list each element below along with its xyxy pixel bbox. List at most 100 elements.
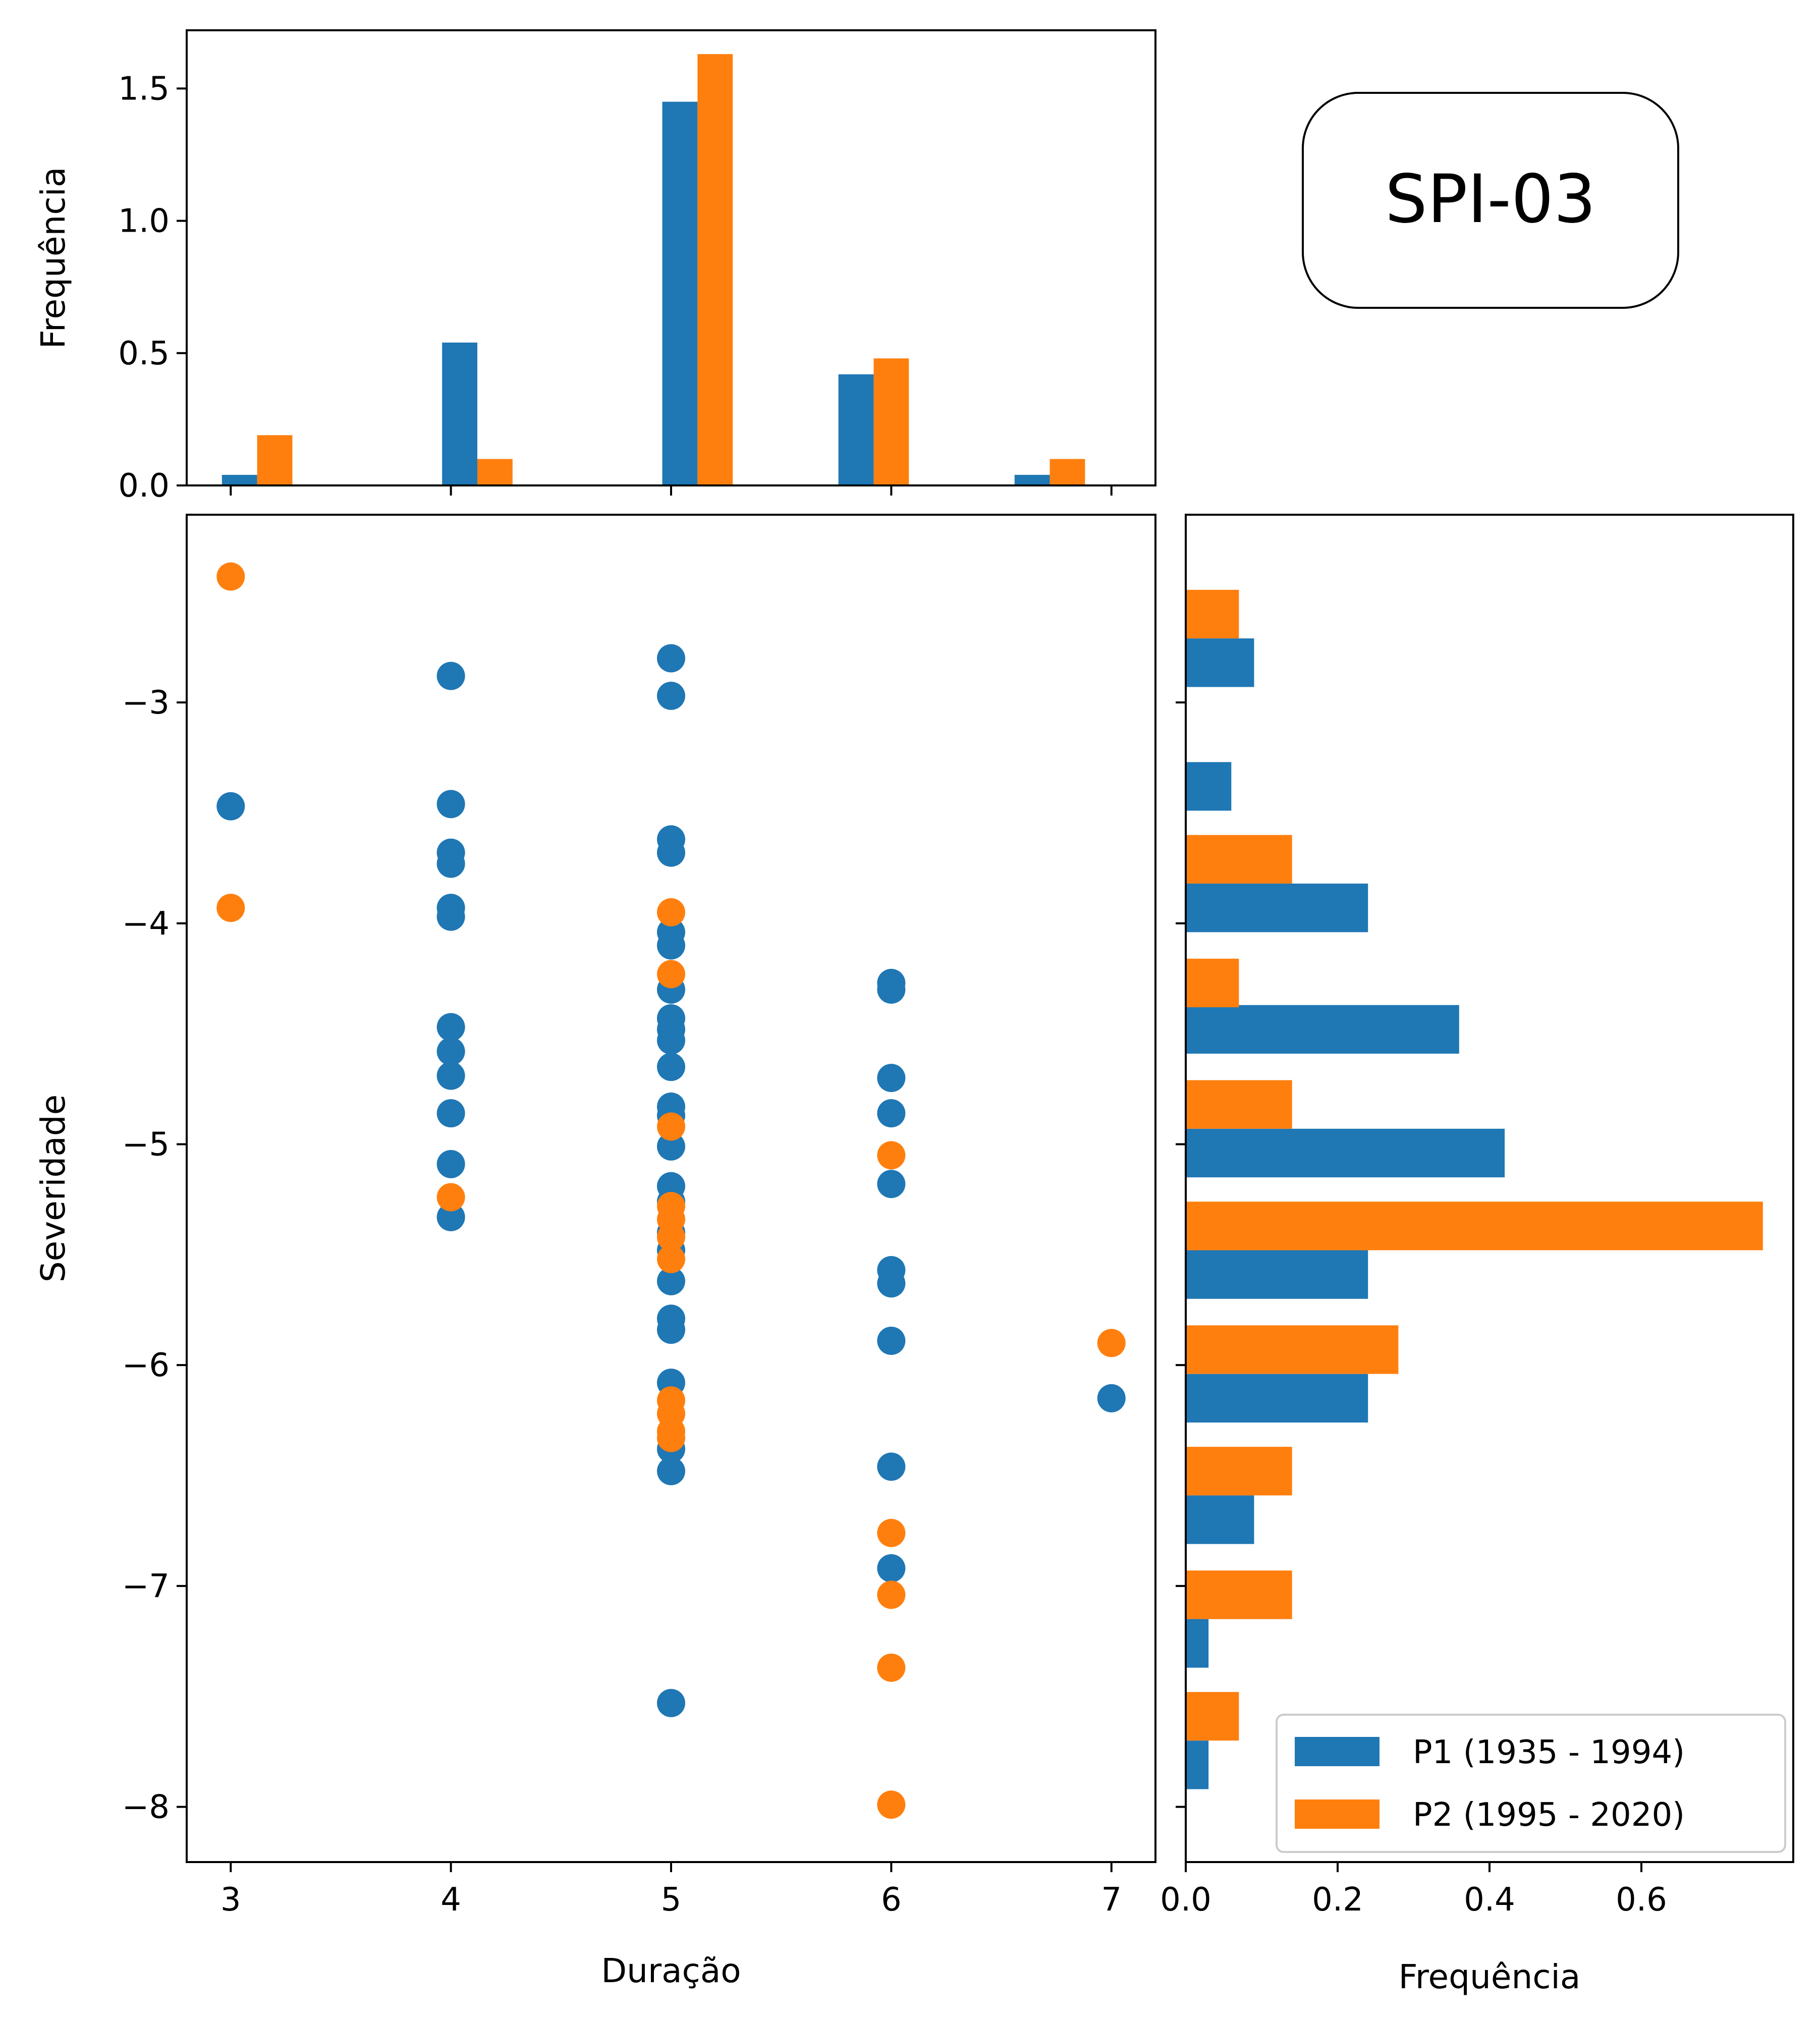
scatter-point-p2 xyxy=(1097,1329,1126,1357)
scatter-y-tick-label: −4 xyxy=(122,905,170,943)
right-x-tick-label: 0.0 xyxy=(1160,1881,1211,1919)
right-bar-p1 xyxy=(1186,1619,1209,1668)
top-histogram-bars xyxy=(222,54,1085,485)
scatter-point-p1 xyxy=(657,1267,685,1295)
scatter-point-p2 xyxy=(657,1245,685,1274)
right-bar-p1 xyxy=(1186,1005,1459,1054)
scatter-x-label: Duração xyxy=(601,1951,741,1990)
scatter-point-p1 xyxy=(436,1013,465,1042)
scatter-point-p1 xyxy=(657,1053,685,1081)
right-x-tick-label: 0.2 xyxy=(1312,1881,1363,1919)
spi-badge: SPI-03 xyxy=(1302,92,1679,309)
legend: P1 (1935 - 1994) P2 (1995 - 2020) xyxy=(1276,1714,1786,1853)
right-bar-p2 xyxy=(1186,1202,1763,1250)
right-histogram-panel: 0.0 0.2 0.4 0.6 Frequência P1 (1935 - 1994)… xyxy=(1160,514,1794,1996)
scatter-x-tick-label: 6 xyxy=(881,1881,902,1919)
scatter-point-p1 xyxy=(436,662,465,690)
right-bar-p1 xyxy=(1186,638,1254,687)
scatter-point-p2 xyxy=(877,1790,906,1819)
right-histogram-x-label: Frequência xyxy=(1399,1957,1581,1996)
scatter-point-p1 xyxy=(657,1688,685,1717)
legend-label-p2: P2 (1995 - 2020) xyxy=(1413,1796,1685,1834)
scatter-point-p2 xyxy=(216,562,245,591)
right-x-tick-label: 0.6 xyxy=(1616,1881,1667,1919)
top-bar-p2 xyxy=(257,435,293,485)
scatter-point-p1 xyxy=(657,1316,685,1344)
scatter-point-p1 xyxy=(877,975,906,1004)
scatter-point-p1 xyxy=(436,1099,465,1128)
scatter-point-p1 xyxy=(436,1150,465,1178)
right-histogram-frame xyxy=(1185,514,1794,1863)
scatter-point-p2 xyxy=(877,1518,906,1547)
scatter-point-p2 xyxy=(657,898,685,926)
scatter-point-p2 xyxy=(436,1183,465,1212)
right-bar-p2 xyxy=(1186,1570,1292,1619)
scatter-points xyxy=(216,562,1126,1819)
scatter-y-tick-label: −5 xyxy=(122,1126,170,1163)
scatter-panel: −3 −4 −5 −6 −7 −8 3 4 5 6 7 Duração Severidade xyxy=(34,514,1156,1990)
top-bar-p2 xyxy=(697,54,733,485)
scatter-point-p2 xyxy=(657,1112,685,1141)
top-y-tick-label: 0.0 xyxy=(118,467,170,505)
scatter-frame xyxy=(186,514,1156,1863)
scatter-point-p2 xyxy=(657,960,685,989)
scatter-y-tick-label: −6 xyxy=(122,1347,170,1384)
right-bar-p1 xyxy=(1186,762,1232,811)
scatter-point-p1 xyxy=(877,1099,906,1128)
top-bar-p1 xyxy=(1014,475,1050,485)
top-bar-p1 xyxy=(838,374,874,485)
right-bar-p1 xyxy=(1186,1128,1505,1178)
scatter-point-p1 xyxy=(436,1037,465,1066)
top-y-tick-label: 1.5 xyxy=(118,70,170,107)
scatter-point-p2 xyxy=(216,894,245,922)
top-bar-p2 xyxy=(477,459,513,485)
scatter-point-p2 xyxy=(877,1141,906,1170)
right-histogram-x-ticks: 0.0 0.2 0.4 0.6 xyxy=(1160,1862,1667,1919)
right-bar-p2 xyxy=(1186,1325,1399,1374)
right-bar-p2 xyxy=(1186,958,1239,1008)
scatter-point-p1 xyxy=(657,1132,685,1161)
scatter-point-p1 xyxy=(657,681,685,710)
right-bar-p1 xyxy=(1186,1374,1368,1423)
right-bar-p1 xyxy=(1186,1740,1209,1789)
scatter-x-tick-label: 7 xyxy=(1101,1881,1122,1919)
top-bar-p1 xyxy=(442,342,477,485)
scatter-point-p1 xyxy=(877,1064,906,1093)
scatter-point-p2 xyxy=(657,1223,685,1251)
scatter-x-tick-label: 3 xyxy=(220,1881,241,1919)
scatter-point-p1 xyxy=(877,1170,906,1198)
scatter-point-p1 xyxy=(436,790,465,818)
scatter-point-p1 xyxy=(436,1061,465,1090)
legend-label-p1: P1 (1935 - 1994) xyxy=(1413,1734,1685,1771)
right-bar-p1 xyxy=(1186,1495,1254,1544)
scatter-y-tick-label: −3 xyxy=(122,684,170,722)
scatter-y-tick-label: −7 xyxy=(122,1568,170,1605)
scatter-point-p1 xyxy=(657,838,685,867)
badge-box xyxy=(1302,92,1679,309)
legend-box xyxy=(1276,1714,1786,1853)
right-histogram-y-ticks xyxy=(1176,701,1186,1808)
right-bar-p2 xyxy=(1186,589,1239,639)
scatter-point-p1 xyxy=(1097,1384,1126,1412)
scatter-y-ticks: −3 −4 −5 −6 −7 −8 xyxy=(122,684,187,1826)
scatter-point-p1 xyxy=(436,1203,465,1231)
scatter-point-p1 xyxy=(657,644,685,673)
top-bar-p1 xyxy=(662,101,698,485)
scatter-point-p1 xyxy=(216,792,245,821)
top-y-tick-label: 1.0 xyxy=(118,203,170,240)
scatter-x-tick-label: 4 xyxy=(440,1881,461,1919)
scatter-point-p1 xyxy=(657,1026,685,1055)
top-histogram-x-ticks xyxy=(230,485,1113,496)
top-histogram-panel: 0.0 0.5 1.0 1.5 Frequência xyxy=(34,29,1156,505)
top-y-tick-label: 0.5 xyxy=(118,335,170,372)
top-histogram-frame xyxy=(186,29,1156,486)
right-bar-p2 xyxy=(1186,1447,1292,1496)
scatter-point-p1 xyxy=(657,931,685,960)
right-bar-p1 xyxy=(1186,1250,1368,1299)
scatter-point-p1 xyxy=(877,1554,906,1583)
scatter-y-label: Severidade xyxy=(34,1095,73,1282)
right-bar-p2 xyxy=(1186,1691,1239,1741)
right-bar-p2 xyxy=(1186,835,1292,884)
scatter-x-ticks: 3 4 5 6 7 xyxy=(220,1862,1122,1919)
